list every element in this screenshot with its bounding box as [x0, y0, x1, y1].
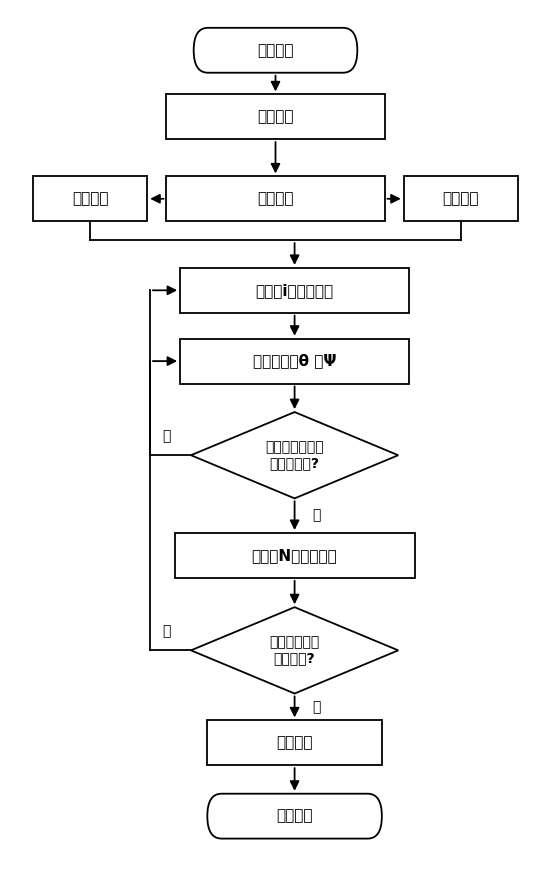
- Text: 所有晶面是否
测量完成?: 所有晶面是否 测量完成?: [269, 635, 320, 666]
- FancyBboxPatch shape: [194, 28, 357, 73]
- FancyBboxPatch shape: [180, 268, 409, 313]
- Text: 否: 否: [162, 429, 171, 443]
- FancyBboxPatch shape: [166, 176, 385, 222]
- FancyBboxPatch shape: [166, 95, 385, 139]
- Text: 测量开始: 测量开始: [257, 43, 294, 57]
- FancyBboxPatch shape: [404, 176, 518, 222]
- FancyBboxPatch shape: [207, 720, 382, 766]
- FancyBboxPatch shape: [33, 176, 147, 222]
- Text: 磁场开启: 磁场开启: [442, 191, 479, 206]
- Text: 选择第i个测量晶面: 选择第i个测量晶面: [256, 282, 334, 298]
- FancyBboxPatch shape: [207, 793, 382, 839]
- FancyBboxPatch shape: [180, 339, 409, 383]
- Text: 几何布局: 几何布局: [257, 109, 294, 124]
- Text: 数据处理: 数据处理: [277, 735, 313, 750]
- Text: 是: 是: [312, 700, 321, 714]
- Text: 磁场关闭: 磁场关闭: [72, 191, 109, 206]
- Text: 否: 否: [162, 624, 171, 639]
- FancyBboxPatch shape: [175, 533, 414, 578]
- Text: 样品安装: 样品安装: [257, 191, 294, 206]
- Polygon shape: [191, 607, 398, 693]
- Polygon shape: [191, 412, 398, 499]
- Text: 是: 是: [312, 508, 321, 522]
- Text: 选择第N个测量晶面: 选择第N个测量晶面: [252, 547, 337, 563]
- Text: 测量完成: 测量完成: [277, 809, 313, 824]
- Text: 调节空间角θ 和Ψ: 调节空间角θ 和Ψ: [253, 354, 336, 368]
- Text: 全部空间位置是
否测量完成?: 全部空间位置是 否测量完成?: [265, 440, 324, 470]
